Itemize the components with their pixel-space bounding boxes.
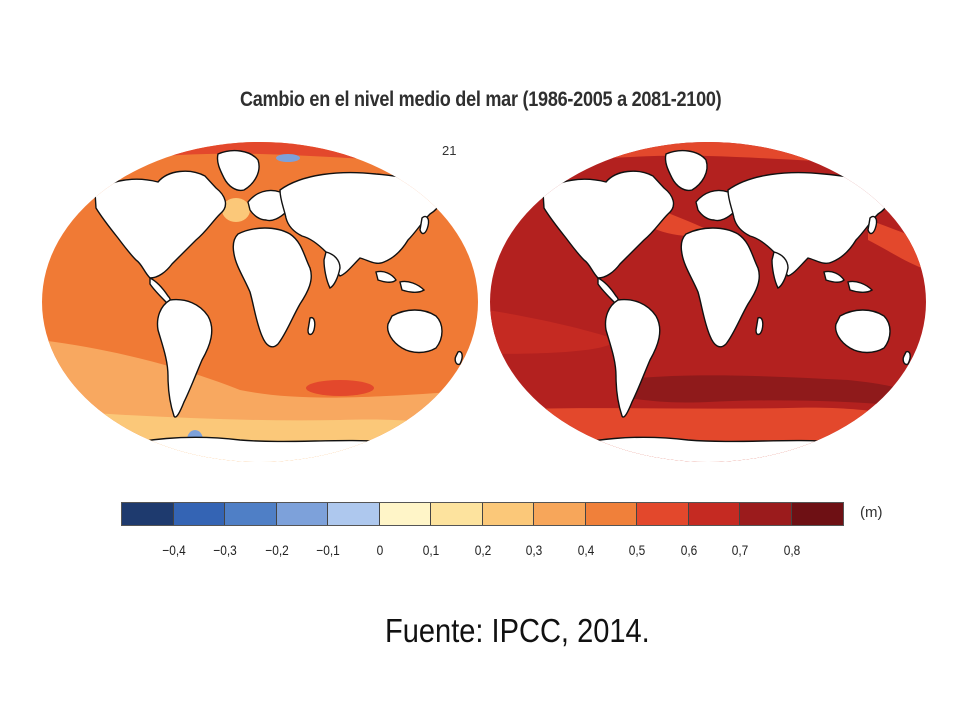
colorbar-bin [173,503,225,525]
colorbar-bin [431,503,483,525]
colorbar-tick-label: −0,3 [213,542,237,558]
colorbar-ticks: −0,4 −0,3 −0,2 −0,1 0 0,1 0,2 0,3 0,4 0,5 0,6 0,7 0,… [0,542,960,562]
colorbar-tick-label: −0,4 [161,542,186,558]
colorbar-bin [688,503,740,525]
colorbar-bin [740,503,792,525]
colorbar-bin [791,503,843,525]
colorbar-tick-label: 0,5 [628,542,646,558]
colorbar-bin [379,503,431,525]
colorbar-bin [276,503,328,525]
sea-level-map-left [42,142,478,462]
colorbar-bin [534,503,586,525]
colorbar-bin [122,503,174,525]
colorbar-tick-label: 0 [376,542,383,558]
colorbar-tick-label: 0,6 [680,542,697,558]
colorbar-tick-label: 0,3 [525,542,543,558]
figure-title: Cambio en el nivel medio del mar (1986-2… [239,88,722,111]
colorbar-unit: (m) [860,504,883,521]
sea-level-map-right [490,142,926,462]
colorbar-tick-label: −0,1 [316,542,340,558]
colorbar-tick-label: 0,8 [783,542,800,558]
colorbar [121,502,844,526]
colorbar-bin [328,503,380,525]
colorbar-tick-label: 0,7 [731,542,749,558]
colorbar-bin [585,503,637,525]
colorbar-bin [637,503,689,525]
colorbar-tick-label: 0,4 [577,542,594,558]
source-citation: Fuente: IPCC, 2014. [385,612,650,649]
colorbar-bin [482,503,534,525]
colorbar-bin [225,503,277,525]
colorbar-tick-label: 0,1 [422,542,440,558]
colorbar-tick-label: −0,2 [264,542,289,558]
panel-label: 21 [442,143,457,158]
colorbar-tick-label: 0,2 [474,542,491,558]
